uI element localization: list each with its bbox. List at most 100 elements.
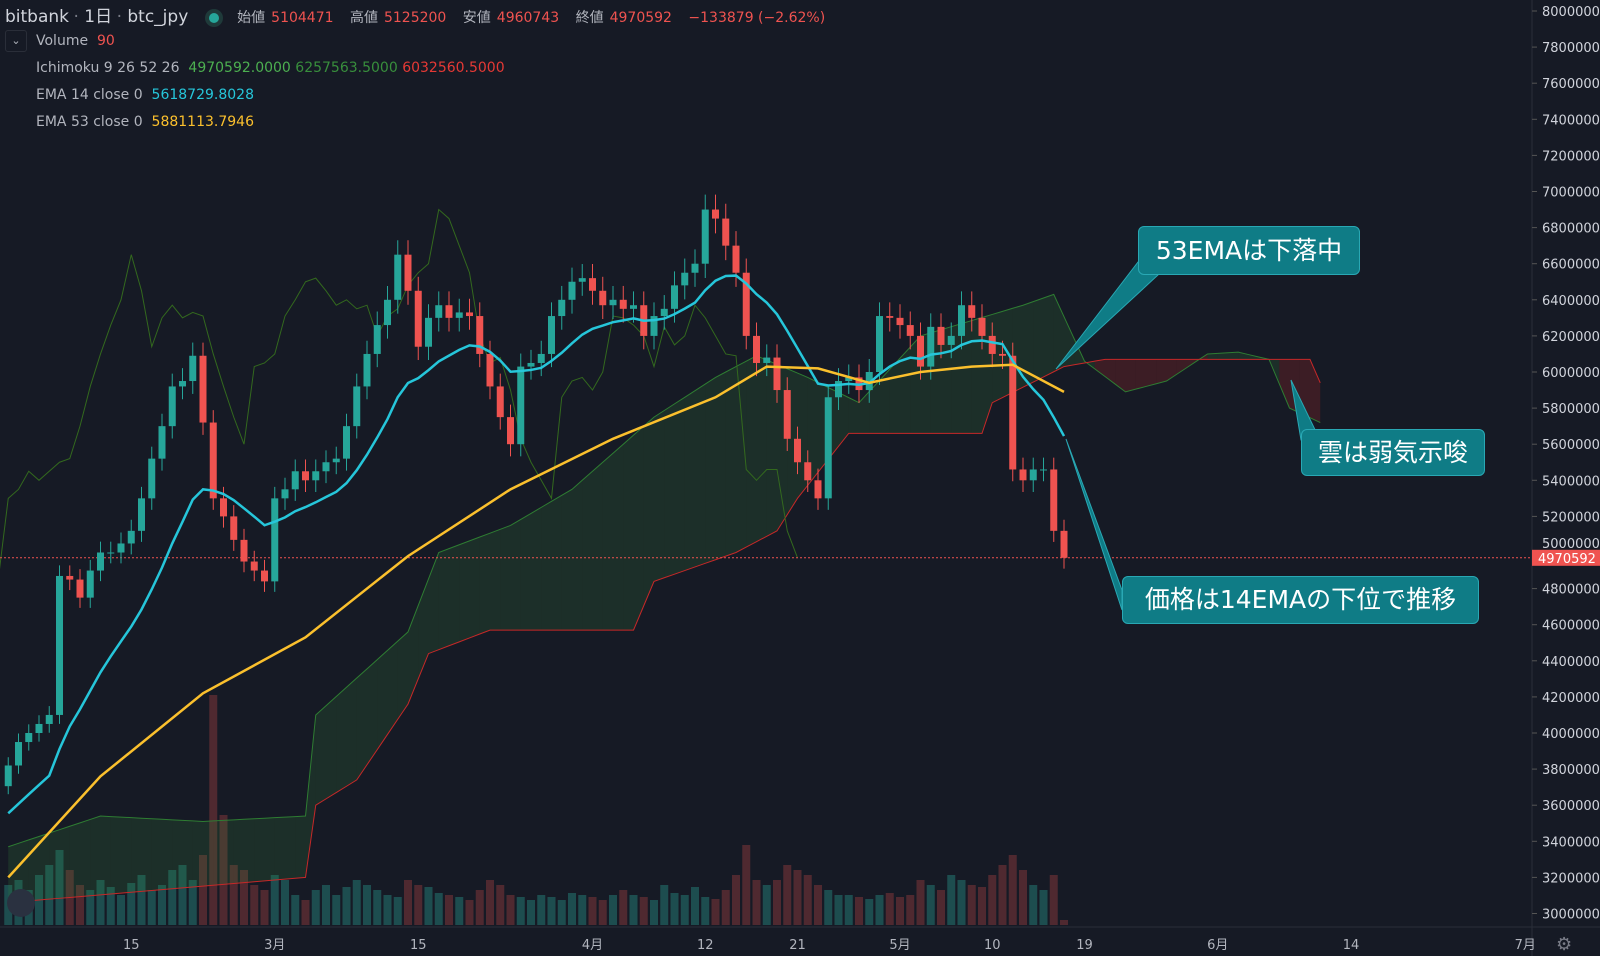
ichimoku-cloud-segment [561, 489, 572, 631]
annotation-ema53[interactable]: 53EMAは下落中 [1138, 226, 1360, 275]
ema53-legend[interactable]: EMA 53 close 0 5881113.7946 [36, 114, 254, 130]
volume-bar [916, 880, 925, 925]
y-tick-label: 3000000 [1542, 908, 1600, 923]
candle-body [527, 362, 535, 367]
volume-bar [660, 885, 669, 925]
volume-bar [352, 880, 361, 925]
y-tick-label: 6800000 [1542, 222, 1600, 237]
volume-bar [424, 887, 433, 925]
annotation-price[interactable]: 価格は14EMAの下位で推移 [1122, 576, 1479, 624]
candle-body [630, 305, 637, 309]
volume-bar [537, 895, 546, 925]
ichimoku-cloud-segment [766, 360, 777, 537]
ichimoku-cloud-segment [59, 826, 70, 899]
volume-bar [803, 875, 812, 925]
candle-body [599, 290, 607, 306]
candle-body [179, 381, 186, 387]
ichimoku-cloud-segment [1043, 294, 1054, 377]
candle-body [107, 552, 115, 554]
gear-icon[interactable]: ⚙ [1556, 934, 1573, 955]
ohlc-values: 始値 5104471 高値 5125200 安値 4960743 終値 4970592 … [237, 10, 831, 26]
ichimoku-cloud-segment [367, 659, 378, 765]
volume-bar [957, 880, 966, 925]
ichimoku-cloud-segment [1217, 352, 1228, 360]
volume-bar [486, 880, 494, 925]
candle-body [15, 742, 22, 766]
x-tick-label: 15 [123, 938, 140, 953]
y-tick-label: 6200000 [1542, 330, 1600, 345]
symbol-name[interactable]: btc_jpy [127, 7, 189, 27]
volume-bar [680, 895, 689, 925]
candle-body [291, 471, 299, 490]
ichimoku-cloud-segment [1248, 354, 1259, 360]
volume-bar [834, 895, 843, 925]
ichimoku-cloud-segment [541, 501, 552, 631]
candle-body [865, 372, 873, 391]
y-tick-label: 7600000 [1542, 77, 1600, 92]
y-tick-label: 5600000 [1542, 438, 1600, 453]
volume-bar [865, 899, 874, 925]
volume-bar [855, 897, 863, 925]
candle-body [56, 575, 63, 715]
candle-body [199, 355, 207, 423]
ichimoku-cloud-segment [39, 833, 50, 901]
y-tick-label: 6000000 [1542, 366, 1600, 381]
ichimoku-cloud-segment [418, 578, 429, 679]
volume-bar [475, 890, 484, 925]
volume-bar [619, 890, 628, 925]
volume-bar [896, 897, 904, 925]
candle-body [97, 552, 104, 571]
ichimoku-cloud-segment [1238, 352, 1249, 360]
y-tick-label: 7200000 [1542, 149, 1600, 164]
callout-pointer [1055, 261, 1159, 370]
chevron-down-icon[interactable]: ⌄ [5, 30, 27, 52]
candle-body [404, 254, 412, 291]
candle-body [4, 765, 12, 787]
annotation-cloud[interactable]: 雲は弱気示唆 [1301, 429, 1485, 476]
volume-bar [404, 880, 412, 925]
ichimoku-cloud-segment [684, 390, 695, 571]
exchange-name: bitbank [5, 7, 70, 27]
volume-bar [260, 890, 269, 925]
volume-bar [363, 885, 371, 925]
volume-legend[interactable]: Volume 90 [36, 33, 115, 49]
candle-body [886, 316, 894, 318]
ichimoku-legend[interactable]: Ichimoku 9 26 52 26 4970592.0000 6257563… [36, 60, 505, 76]
candle-body [763, 357, 771, 363]
ichimoku-cloud-segment [715, 372, 726, 560]
candle-body [127, 530, 135, 544]
candle-body [1060, 530, 1068, 558]
ichimoku-cloud-segment [1207, 353, 1218, 360]
y-tick-label: 7000000 [1542, 186, 1600, 201]
volume-bar [147, 890, 156, 925]
candle-body [609, 299, 617, 306]
ichimoku-cloud-segment [1125, 359, 1136, 392]
candle-body [363, 353, 371, 387]
volume-bar [588, 897, 597, 925]
ema14-legend[interactable]: EMA 14 close 0 5618729.8028 [36, 87, 254, 103]
ichimoku-cloud-segment [90, 816, 101, 896]
volume-bar [629, 895, 638, 925]
ichimoku-cloud-segment [49, 829, 60, 900]
candle-body [671, 285, 678, 309]
candle-body [507, 417, 514, 445]
candle-body [25, 733, 33, 743]
volume-bar [311, 890, 320, 925]
candle-body [394, 254, 402, 300]
ichimoku-cloud-segment [1310, 359, 1321, 423]
candle-body [568, 281, 576, 300]
candle-body [722, 218, 730, 246]
candle-body [896, 317, 904, 326]
volume-bar [229, 865, 238, 925]
ichimoku-cloud-segment [838, 392, 849, 447]
ichimoku-cloud-segment [900, 347, 911, 434]
close-value: 終値 4970592 [575, 10, 672, 26]
interval[interactable]: 1日 [84, 7, 113, 27]
volume-bar [127, 883, 136, 925]
candle-body [548, 316, 555, 354]
ichimoku-lagging-span [0, 208, 798, 570]
ichimoku-cloud-segment [992, 311, 1003, 403]
y-tick-label: 3800000 [1542, 763, 1600, 778]
ichimoku-cloud-segment [592, 462, 603, 631]
